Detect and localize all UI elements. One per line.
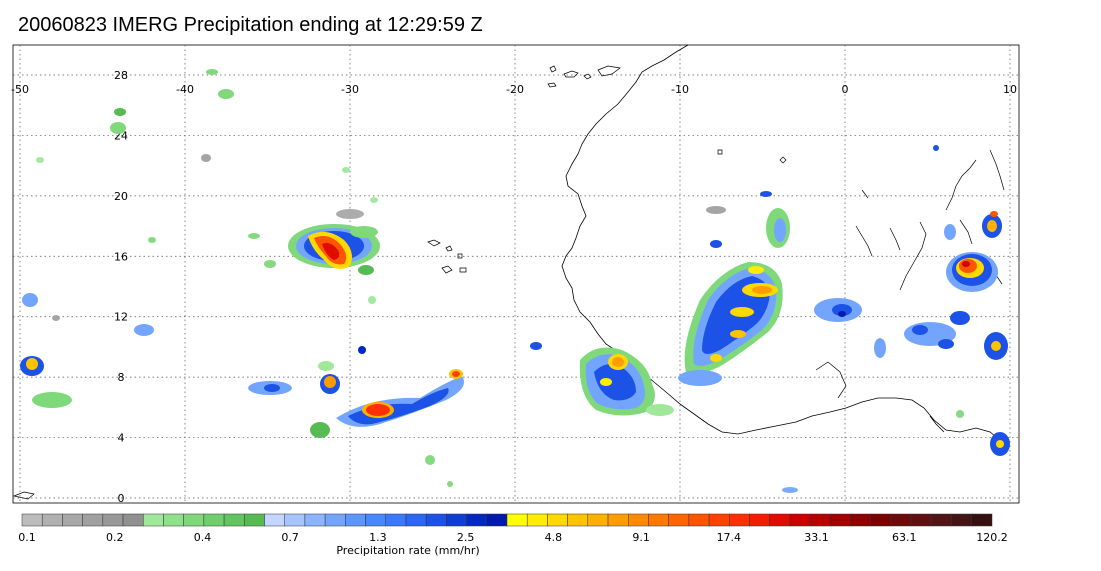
- colorbar-swatch: [365, 513, 386, 527]
- colorbar-swatch: [405, 513, 427, 527]
- precip-cell-inland: [678, 191, 790, 386]
- lon-tick-label: -20: [506, 83, 524, 96]
- colorbar-swatch: [264, 513, 285, 527]
- colorbar-swatch: [789, 513, 811, 527]
- precip-cell-atlantic-north: [288, 224, 380, 275]
- colorbar-swatch: [506, 513, 528, 527]
- precip-cell-atlantic-south: [248, 346, 464, 438]
- colorbar-tick-label: 0.2: [106, 531, 124, 544]
- colorbar-swatch: [102, 513, 124, 527]
- colorbar-tick-label: 17.4: [717, 531, 742, 544]
- colorbar-swatch: [345, 513, 366, 527]
- colorbar-swatch: [809, 513, 831, 527]
- colorbar-swatch: [284, 513, 306, 527]
- colorbar-swatch: [971, 513, 993, 527]
- colorbar-swatch: [547, 513, 568, 527]
- grid-lines: [13, 45, 1019, 503]
- colorbar-swatch: [628, 513, 649, 527]
- colorbar-swatch: [749, 513, 770, 527]
- colorbar-tick-label: 0.4: [194, 531, 212, 544]
- precip-cell-scattered: [36, 154, 964, 493]
- colorbar-swatch: [223, 513, 245, 527]
- colorbar-tick-label: 120.2: [976, 531, 1008, 544]
- colorbar-swatch: [587, 513, 609, 527]
- lat-tick-label: 12: [114, 311, 128, 324]
- lat-tick-label: 8: [118, 371, 125, 384]
- lat-tick-label: 0: [118, 492, 125, 505]
- colorbar-swatch: [304, 513, 326, 527]
- colorbar-swatch: [244, 513, 265, 527]
- lon-tick-label: -50: [11, 83, 29, 96]
- colorbar-swatch: [870, 513, 892, 527]
- lat-tick-label: 28: [114, 69, 128, 82]
- colorbar-swatch: [203, 513, 225, 527]
- lon-tick-label: -30: [341, 83, 359, 96]
- colorbar-swatch: [324, 513, 346, 527]
- colorbar-swatch: [567, 513, 589, 527]
- colorbar-swatch: [143, 513, 164, 527]
- colorbar-swatch: [769, 513, 791, 527]
- colorbar-swatch: [850, 513, 872, 527]
- colorbar-swatch: [486, 513, 508, 527]
- colorbar-swatch: [729, 513, 750, 527]
- colorbar-swatch: [62, 513, 83, 527]
- colorbar-swatch: [648, 513, 669, 527]
- colorbar-swatch: [122, 513, 144, 527]
- colorbar-swatch: [21, 513, 43, 527]
- colorbar-swatch: [41, 513, 63, 527]
- colorbar: [21, 513, 993, 527]
- map-frame: [12, 44, 1020, 504]
- colorbar-swatch: [668, 513, 690, 527]
- colorbar-swatch: [526, 513, 548, 527]
- precipitation-cells: [20, 69, 1010, 493]
- colorbar-title: Precipitation rate (mm/hr): [336, 544, 479, 557]
- lat-tick-label: 4: [118, 432, 125, 445]
- colorbar-swatch: [446, 513, 467, 527]
- colorbar-swatch: [183, 513, 205, 527]
- colorbar-swatch: [82, 513, 104, 527]
- colorbar-tick-label: 9.1: [632, 531, 650, 544]
- colorbar-swatch: [931, 513, 952, 527]
- lat-tick-label: 16: [114, 250, 128, 263]
- lon-tick-label: -40: [176, 83, 194, 96]
- colorbar-swatch: [688, 513, 710, 527]
- precip-cell-far-west: [20, 69, 234, 408]
- inland-waters: [815, 149, 1005, 399]
- colorbar-swatch: [425, 513, 447, 527]
- coastline: [561, 44, 1009, 451]
- colorbar-tick-labels: 0.1 0.2 0.4 0.7 1.3 2.5 4.8 9.1 17.4 33.1 63.1 120.…: [18, 531, 1008, 544]
- colorbar-swatch: [163, 513, 184, 527]
- colorbar-swatch: [466, 513, 488, 527]
- precip-cell-east: [814, 145, 1010, 456]
- colorbar-swatch: [708, 513, 730, 527]
- lon-tick-label: -10: [671, 83, 689, 96]
- lon-tick-label: 0: [842, 83, 849, 96]
- colorbar-swatch: [890, 513, 912, 527]
- lon-tick-labels: -50 -40 -30 -20 -10 0 10: [11, 83, 1017, 96]
- colorbar-swatch: [910, 513, 932, 527]
- map-title: 20060823 IMERG Precipitation ending at 1…: [18, 14, 483, 36]
- colorbar-swatch: [830, 513, 851, 527]
- colorbar-swatch: [607, 513, 629, 527]
- colorbar-tick-label: 63.1: [892, 531, 917, 544]
- colorbar-tick-label: 0.1: [18, 531, 36, 544]
- colorbar-tick-label: 1.3: [369, 531, 387, 544]
- lat-tick-label: 20: [114, 190, 128, 203]
- colorbar-tick-label: 4.8: [545, 531, 563, 544]
- precip-cell-coast: [530, 342, 674, 416]
- colorbar-swatch: [951, 513, 973, 527]
- colorbar-tick-label: 2.5: [457, 531, 475, 544]
- colorbar-tick-label: 0.7: [281, 531, 299, 544]
- colorbar-tick-label: 33.1: [804, 531, 829, 544]
- lon-tick-label: 10: [1003, 83, 1017, 96]
- islands-lakes: [12, 65, 787, 500]
- colorbar-swatch: [385, 513, 407, 527]
